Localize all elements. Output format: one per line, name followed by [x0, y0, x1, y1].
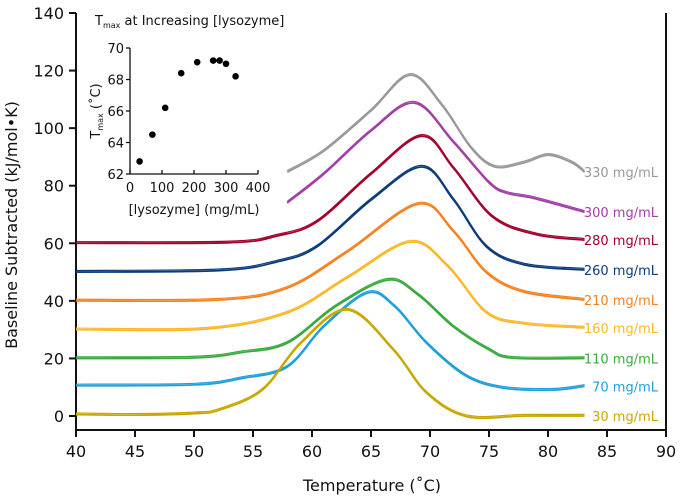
series-line [75, 241, 585, 332]
y-tick-label: 100 [33, 119, 64, 138]
inset-point [177, 69, 185, 77]
inset-point [209, 57, 217, 64]
series-replicate-line [75, 290, 585, 390]
series-line [75, 279, 585, 360]
inset-x-tick-label: 200 [182, 181, 207, 196]
inset-y-tick-label: 68 [107, 74, 124, 89]
inset-point [193, 58, 201, 66]
x-tick-label: 90 [656, 442, 676, 461]
series-label: 30 mg/mL [592, 410, 659, 425]
y-axis-label: Baseline Subtracted (kJ/mol•K) [2, 101, 21, 349]
series-replicate-line [75, 239, 585, 330]
inset-y-tick-label: 64 [107, 137, 124, 152]
inset-scatter: Tmax at Increasing [lysozyme] Tmax (˚C) … [88, 14, 284, 218]
inset-y-tick-label: 66 [107, 105, 124, 120]
inset-point [136, 158, 143, 165]
series-label: 280 mg/mL [584, 234, 659, 249]
y-tick-label: 0 [54, 407, 64, 426]
series-replicate-line [75, 134, 585, 243]
inset-ylabel-main: T [89, 131, 104, 140]
y-tick-label: 140 [33, 4, 64, 23]
x-tick-label: 75 [479, 442, 499, 461]
series-labels: 330 mg/mL 300 mg/mL 280 mg/mL 260 mg/mL 210 … [584, 166, 659, 425]
inset-y-label: Tmax (˚C) [88, 83, 105, 139]
x-tick-label: 65 [361, 442, 381, 461]
x-tick-label: 60 [302, 442, 322, 461]
inset-point [216, 57, 223, 64]
series-line [75, 202, 585, 303]
series-label: 330 mg/mL [584, 166, 659, 181]
series-replicate-line [286, 72, 585, 172]
inset-x-label: [lysozyme] (mg/mL) [129, 203, 260, 218]
y-tick-label: 20 [44, 349, 64, 368]
inset-title-sub: max [103, 21, 121, 30]
inset-title-main: T [94, 14, 103, 29]
x-tick-label: 40 [66, 442, 86, 461]
inset-point [161, 104, 169, 112]
series-replicate-line [75, 164, 585, 272]
y-tick-label: 40 [44, 292, 64, 311]
curves [75, 72, 586, 420]
series-line [75, 309, 585, 420]
main-axes: 0 20 40 60 80 100 120 140 40 45 50 55 60 65 70 75 80 85 90 [33, 4, 676, 461]
series-label: 210 mg/mL [584, 294, 659, 309]
x-tick-label: 45 [125, 442, 145, 461]
series-replicate-line [75, 277, 585, 358]
inset-point [222, 60, 230, 68]
x-axis-label: Temperature (˚C) [302, 476, 441, 495]
y-tick-label: 80 [44, 177, 64, 196]
x-tick-label: 85 [597, 442, 617, 461]
inset-y-tick-label: 70 [107, 42, 124, 57]
inset-ylabel-rest: (˚C) [88, 83, 104, 113]
x-tick-label: 55 [243, 442, 263, 461]
x-tick-label: 80 [538, 442, 558, 461]
x-tick-label: 70 [420, 442, 440, 461]
series-label: 160 mg/mL [584, 322, 659, 337]
series-replicate-line [286, 100, 585, 212]
series-line [286, 74, 586, 173]
inset-y-tick-label: 62 [107, 168, 124, 183]
inset-x-tick-label: 100 [150, 181, 175, 196]
y-tick-label: 60 [44, 234, 64, 253]
inset-point [232, 73, 239, 80]
x-tick-label: 50 [184, 442, 204, 461]
series-line [286, 102, 585, 214]
inset-point [149, 131, 156, 138]
series-label: 70 mg/mL [592, 380, 659, 395]
inset-x-tick-label: 300 [214, 181, 239, 196]
inset-title-rest: at Increasing [lysozyme] [120, 14, 284, 29]
series-label: 260 mg/mL [584, 264, 659, 279]
series-label: 300 mg/mL [584, 206, 659, 221]
series-replicate-line [75, 307, 585, 418]
series-label: 110 mg/mL [584, 352, 659, 367]
series-line [75, 166, 585, 273]
inset-x-tick-label: 400 [246, 181, 271, 196]
series-line [75, 135, 585, 245]
inset-ylabel-sub: max [96, 113, 105, 131]
inset-x-tick-label: 0 [126, 181, 134, 196]
inset-title: Tmax at Increasing [lysozyme] [94, 14, 284, 30]
series-replicate-line [75, 201, 585, 301]
y-tick-label: 120 [33, 62, 64, 81]
series-line [75, 291, 585, 392]
